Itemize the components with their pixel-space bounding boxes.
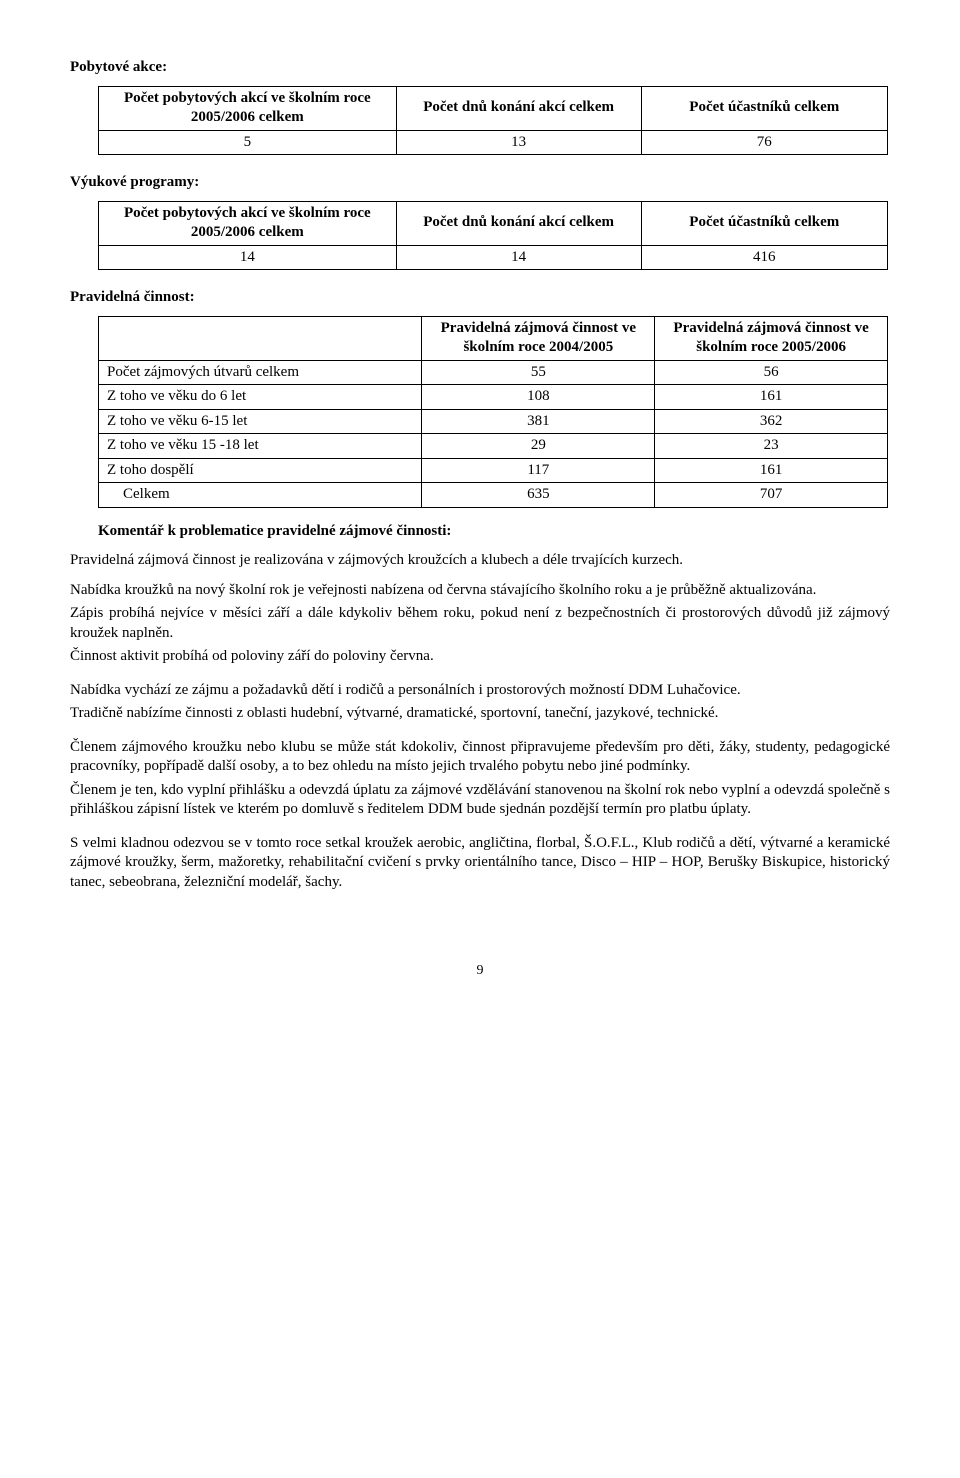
table-vyukove: Počet pobytových akcí ve školním roce 20… — [98, 201, 888, 271]
th-vyukove-3: Počet účastníků celkem — [641, 201, 887, 245]
table-row-label: Počet zájmových útvarů celkem — [99, 360, 422, 385]
heading-vyukove: Výukové programy: — [70, 173, 890, 193]
paragraph: Činnost aktivit probíhá od poloviny září… — [70, 647, 890, 667]
table-row-label: Z toho ve věku do 6 let — [99, 385, 422, 410]
td-vyukove-2: 14 — [396, 245, 641, 270]
td-pobytove-2: 13 — [396, 130, 641, 155]
th-vyukove-1: Počet pobytových akcí ve školním roce 20… — [99, 201, 397, 245]
table-cinnost: Pravidelná zájmová činnost ve školním ro… — [98, 316, 888, 508]
th-pobytove-1: Počet pobytových akcí ve školním roce 20… — [99, 86, 397, 130]
td-pobytove-1: 5 — [99, 130, 397, 155]
paragraph: Členem je ten, kdo vyplní přihlášku a od… — [70, 781, 890, 820]
td-pobytove-3: 76 — [641, 130, 887, 155]
page-number: 9 — [70, 962, 890, 980]
paragraph: Zápis probíhá nejvíce v měsíci září a dá… — [70, 604, 890, 643]
heading-komentar: Komentář k problematice pravidelné zájmo… — [98, 522, 890, 542]
td-vyukove-1: 14 — [99, 245, 397, 270]
paragraph: Pravidelná zájmová činnost je realizován… — [70, 551, 890, 571]
th-vyukove-2: Počet dnů konání akcí celkem — [396, 201, 641, 245]
paragraph: Členem zájmového kroužku nebo klubu se m… — [70, 738, 890, 777]
paragraph: S velmi kladnou odezvou se v tomto roce … — [70, 834, 890, 893]
th-pobytove-3: Počet účastníků celkem — [641, 86, 887, 130]
table-row-val: 56 — [655, 360, 888, 385]
table-total-label: Celkem — [99, 483, 422, 508]
paragraph: Nabídka kroužků na nový školní rok je ve… — [70, 581, 890, 601]
table-total-val: 635 — [422, 483, 655, 508]
table-row-val: 117 — [422, 458, 655, 483]
table-row-val: 55 — [422, 360, 655, 385]
th-cinnost-3: Pravidelná zájmová činnost ve školním ro… — [655, 316, 888, 360]
paragraph: Tradičně nabízíme činnosti z oblasti hud… — [70, 704, 890, 724]
heading-pravidelna: Pravidelná činnost: — [70, 288, 890, 308]
th-cinnost-2: Pravidelná zájmová činnost ve školním ro… — [422, 316, 655, 360]
table-row-label: Z toho ve věku 6-15 let — [99, 409, 422, 434]
heading-pobytove: Pobytové akce: — [70, 58, 890, 78]
td-vyukove-3: 416 — [641, 245, 887, 270]
table-row-val: 29 — [422, 434, 655, 459]
th-pobytove-2: Počet dnů konání akcí celkem — [396, 86, 641, 130]
table-row-val: 381 — [422, 409, 655, 434]
table-row-val: 161 — [655, 385, 888, 410]
table-row-label: Z toho ve věku 15 -18 let — [99, 434, 422, 459]
table-pobytove: Počet pobytových akcí ve školním roce 20… — [98, 86, 888, 156]
table-row-label: Z toho dospělí — [99, 458, 422, 483]
table-row-val: 362 — [655, 409, 888, 434]
th-cinnost-blank — [99, 316, 422, 360]
paragraph: Nabídka vychází ze zájmu a požadavků dět… — [70, 681, 890, 701]
table-row-val: 23 — [655, 434, 888, 459]
table-row-val: 161 — [655, 458, 888, 483]
table-total-val: 707 — [655, 483, 888, 508]
table-row-val: 108 — [422, 385, 655, 410]
